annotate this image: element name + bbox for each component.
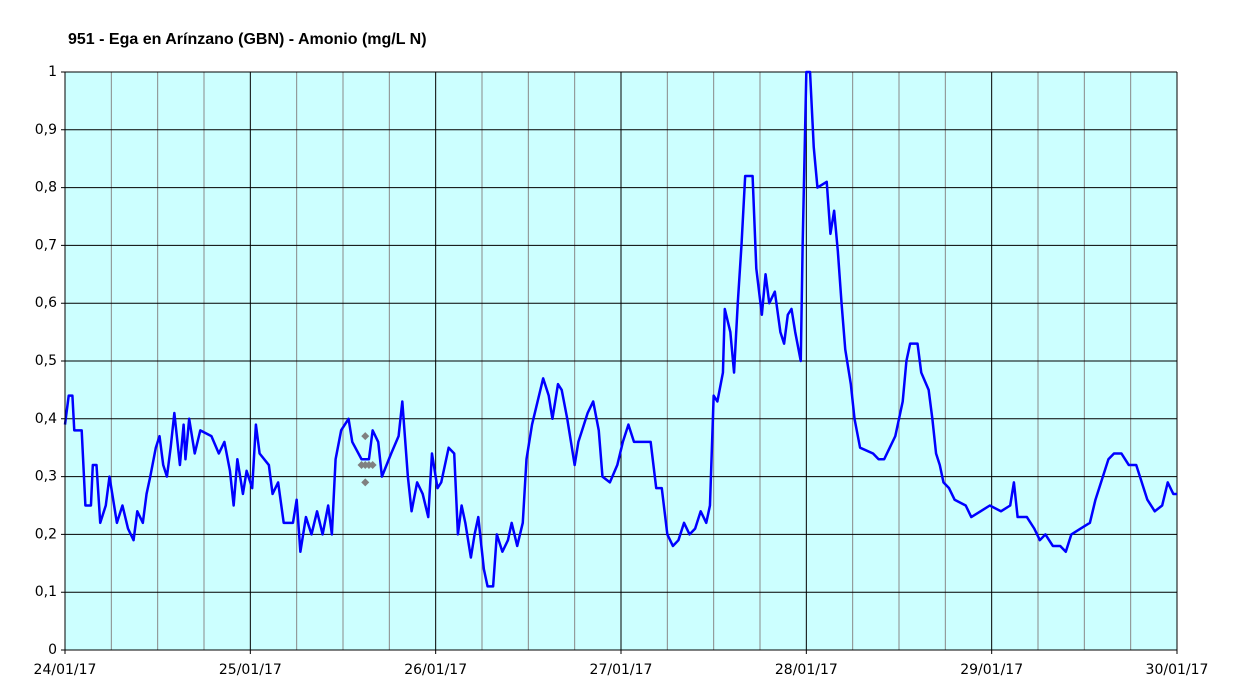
marker (361, 432, 370, 441)
y-tick-label: 0,2 (35, 526, 57, 542)
x-tick-label: 28/01/17 (775, 662, 838, 678)
marker (368, 461, 377, 470)
y-tick-label: 0,5 (35, 353, 57, 369)
data-line (63, 70, 1177, 588)
x-tick-label: 27/01/17 (590, 662, 653, 678)
y-tick-label: 0 (48, 642, 57, 658)
x-tick-label: 25/01/17 (219, 662, 282, 678)
y-tick-label: 0,3 (35, 469, 57, 485)
y-tick-label: 0,6 (35, 295, 57, 311)
x-tick-label: 30/01/17 (1146, 662, 1209, 678)
x-tick-label: 26/01/17 (404, 662, 467, 678)
y-tick-label: 0,4 (35, 411, 57, 427)
marker (361, 478, 370, 487)
y-tick-label: 0,9 (35, 122, 57, 138)
x-tick-label: 24/01/17 (34, 662, 97, 678)
y-tick-label: 0,8 (35, 180, 57, 196)
y-tick-label: 0,7 (35, 237, 57, 253)
chart-title: 951 - Ega en Arínzano (GBN) - Amonio (mg… (68, 31, 427, 48)
y-tick-label: 1 (48, 64, 57, 80)
y-tick-label: 0,1 (35, 584, 57, 600)
x-tick-label: 29/01/17 (960, 662, 1023, 678)
